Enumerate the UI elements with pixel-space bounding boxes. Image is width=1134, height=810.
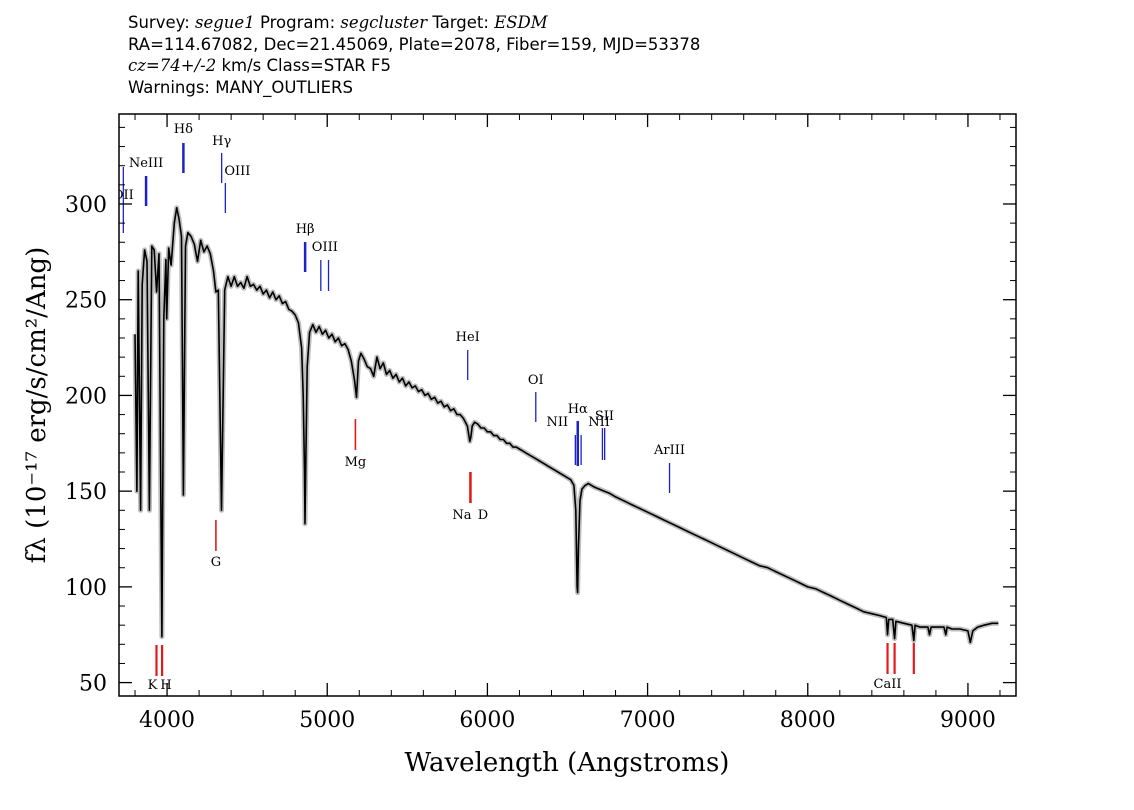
spectrum-header: Survey: segue1 Program: segcluster Targe… [128,12,700,98]
y-tick-label: 300 [65,193,107,218]
emission-line-label: HeI [456,330,480,345]
x-tick-label: 4000 [139,708,195,733]
header-line-redshift: cz=74+/-2 km/s Class=STAR F5 [128,55,700,77]
survey-label: Survey: [128,13,190,32]
x-axis-label: Wavelength (Angstroms) [405,748,730,778]
absorption-line-label: K [148,678,158,693]
emission-line-label: NII [547,415,569,430]
emission-line-label: Hγ [212,134,231,149]
program-label: Program: [259,13,336,32]
x-tick-label: 7000 [620,708,676,733]
emission-line-label: Hα [568,402,588,417]
emission-line-label: Hδ [174,122,193,137]
absorption-line-label: Na [452,508,471,523]
absorption-line-label: H [160,678,171,693]
target-value: ESDM [494,13,548,32]
emission-line-label: NeIII [129,156,163,171]
x-tick-label: 6000 [459,708,515,733]
emission-line-label: ArIII [653,443,685,458]
x-tick-label: 9000 [940,708,996,733]
program-value: segcluster [340,13,428,32]
absorption-line-label: D [478,508,488,523]
absorption-line-label: G [211,555,221,570]
y-tick-label: 250 [65,289,107,314]
emission-line-label: NII [588,415,610,430]
emission-line-label: OI [528,373,544,388]
header-line-coords: RA=114.67082, Dec=21.45069, Plate=2078, … [128,34,701,54]
emission-line-label: SII [595,409,614,424]
plot-frame [118,113,1017,697]
emission-line-label: Hβ [296,222,315,237]
y-tick-label: 200 [65,384,107,409]
x-tick-label: 5000 [299,708,355,733]
class-text: km/s Class=STAR F5 [216,56,391,75]
y-axis-label: fλ (10⁻¹⁷ erg/s/cm²/Ang) [22,247,52,563]
cz-value: cz=74+/-2 [128,56,217,75]
target-label: Target: [432,13,489,32]
emission-line-label: OIII [224,164,250,179]
y-tick-label: 150 [65,480,107,505]
header-line-survey: Survey: segue1 Program: segcluster Targe… [128,12,700,34]
y-tick-label: 50 [79,672,107,697]
series-layer [132,205,999,645]
absorption-line-label: CaII [874,677,902,692]
emission-line-label: OIII [312,240,338,255]
y-tick-label: 100 [65,576,107,601]
x-tick-label: 8000 [780,708,836,733]
line-marker-layer: OIINeIIIHδHγOIIIHβOIIIHeIOINIIHαNIISIIAr… [113,122,915,693]
series-line [134,207,999,644]
emission-line-label: OII [113,188,134,203]
absorption-line-label: Mg [345,455,367,470]
survey-value: segue1 [195,13,255,32]
tick-layer: 4000 5000 6000 7000 8000 9000 50 100 150 200 250 30… [65,114,1016,733]
header-line-warnings: Warnings: MANY_OUTLIERS [128,77,353,97]
